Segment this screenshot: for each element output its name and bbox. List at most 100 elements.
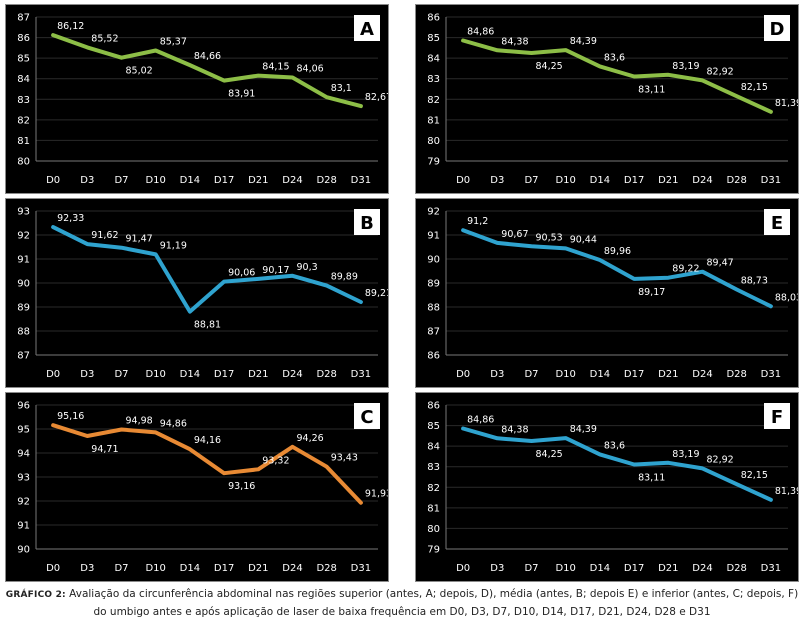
x-tick-label: D3	[80, 175, 94, 186]
data-label: 88,81	[194, 320, 221, 331]
data-point	[291, 274, 294, 278]
data-label: 93,32	[262, 455, 289, 466]
data-point	[461, 426, 465, 430]
data-label: 84,25	[536, 449, 563, 460]
data-label: 90,44	[570, 234, 597, 245]
x-tick-label: D3	[80, 369, 94, 380]
x-tick-label: D14	[590, 369, 610, 380]
y-tick-label: 89	[17, 303, 30, 314]
x-tick-label: D21	[658, 369, 678, 380]
data-point	[598, 64, 602, 68]
chart-svg-a: 80 81 82 83 84 85 86 87 D0 D3 D7 D10 D14 D17 D21 D24 D28…	[17, 13, 388, 187]
data-point	[188, 310, 192, 314]
data-label: 91,93	[365, 489, 388, 500]
data-point	[120, 56, 123, 60]
data-point	[154, 430, 158, 434]
caption-line-1: Avaliação da circunferência abdominal na…	[65, 588, 799, 600]
panel-label-box	[764, 209, 790, 235]
data-label: 90,67	[501, 229, 528, 240]
data-label: 84,66	[194, 51, 221, 62]
panel-label-box	[354, 15, 380, 41]
data-label: 89,96	[604, 246, 631, 257]
data-point	[222, 79, 226, 83]
x-tick-label: D21	[658, 563, 678, 574]
x-tick-label: D10	[145, 175, 165, 186]
y-tick-label: 83	[427, 462, 440, 473]
panel-label-box	[354, 403, 380, 429]
data-point	[222, 280, 226, 284]
x-tick-label: D17	[214, 563, 234, 574]
data-label: 82,15	[741, 470, 768, 481]
data-label: 89,22	[672, 264, 699, 275]
y-tick-label: 82	[427, 95, 440, 106]
chart-panel-a: 80 81 82 83 84 85 86 87 D0 D3 D7 D10 D14 D17 D21 D24 D28…	[5, 4, 389, 194]
y-tick-label: 79	[427, 157, 440, 168]
data-label: 91,47	[126, 234, 153, 245]
data-label: 91,62	[91, 230, 118, 241]
data-point	[154, 252, 158, 256]
panel-label: E	[771, 213, 783, 234]
chart-panel-e: 86 87 88 89 90 91 92 D0 D3 D7 D10 D14 D17 D21 D24 D28 D3…	[415, 198, 799, 388]
data-point	[291, 445, 294, 449]
y-tick-label: 79	[427, 545, 440, 556]
data-point	[701, 270, 704, 274]
x-tick-label: D21	[248, 175, 268, 186]
caption-line-2: do umbigo antes e após aplicação de lase…	[93, 606, 711, 618]
data-point	[85, 434, 89, 438]
data-label: 90,06	[228, 268, 255, 279]
y-tick-label: 85	[427, 421, 440, 432]
y-tick-label: 86	[427, 401, 440, 412]
x-tick-label: D3	[490, 563, 504, 574]
y-tick-label: 80	[427, 524, 440, 535]
x-tick-label: D14	[180, 563, 200, 574]
data-label: 86,12	[57, 21, 84, 32]
x-tick-label: D3	[490, 175, 504, 186]
y-tick-label: 81	[17, 136, 30, 147]
data-point	[325, 95, 329, 99]
x-tick-label: D10	[145, 563, 165, 574]
x-tick-label: D28	[726, 563, 746, 574]
y-tick-label: 84	[17, 74, 30, 85]
panel-label: A	[360, 19, 374, 40]
y-tick-label: 90	[427, 255, 440, 266]
y-tick-label: 83	[427, 74, 440, 85]
y-tick-label: 91	[17, 255, 30, 266]
x-tick-label: D3	[490, 369, 504, 380]
data-label: 91,2	[467, 216, 488, 227]
x-tick-label: D0	[46, 563, 60, 574]
data-label: 84,25	[536, 61, 563, 72]
data-label: 94,71	[91, 444, 118, 455]
x-tick-label: D0	[456, 369, 470, 380]
data-label: 84,39	[570, 36, 597, 47]
chart-svg-c: 90 91 92 93 94 95 96 D0 D3 D7 D10 D14 D17 D21 D24 D28 D3…	[17, 401, 388, 575]
y-tick-label: 93	[17, 207, 30, 218]
data-label: 83,6	[604, 52, 625, 63]
data-point	[291, 75, 294, 79]
data-label: 84,06	[297, 63, 324, 74]
data-label: 81,39	[775, 486, 798, 497]
x-tick-label: D7	[524, 175, 538, 186]
x-tick-label: D10	[555, 175, 575, 186]
panel-label: F	[771, 407, 783, 428]
data-point	[598, 258, 602, 262]
data-point	[359, 104, 363, 108]
figure-caption: GRÁFICO 2: Avaliação da circunferência a…	[0, 586, 804, 621]
data-point	[85, 242, 89, 246]
chart-panel-d: 79 80 81 82 83 84 85 86 D0 D3 D7 D10 D14 D17 D21 D24 D28…	[415, 4, 799, 194]
data-label: 85,37	[160, 37, 187, 48]
data-point	[461, 228, 465, 232]
data-label: 89,47	[707, 258, 734, 269]
x-tick-label: D10	[145, 369, 165, 380]
chart-svg-b: 87 88 89 90 91 92 93 D0 D3 D7 D10 D14 D17 D21 D24 D28 D3…	[17, 207, 388, 381]
x-tick-label: D24	[282, 563, 302, 574]
data-point	[530, 51, 533, 55]
x-tick-label: D21	[248, 563, 268, 574]
x-tick-label: D21	[248, 369, 268, 380]
x-tick-label: D28	[726, 369, 746, 380]
data-label: 91,19	[160, 240, 187, 251]
panel-label-box	[354, 209, 380, 235]
data-label: 94,86	[160, 418, 187, 429]
data-label: 82,92	[707, 454, 734, 465]
data-point	[120, 246, 123, 250]
data-point	[598, 452, 602, 456]
